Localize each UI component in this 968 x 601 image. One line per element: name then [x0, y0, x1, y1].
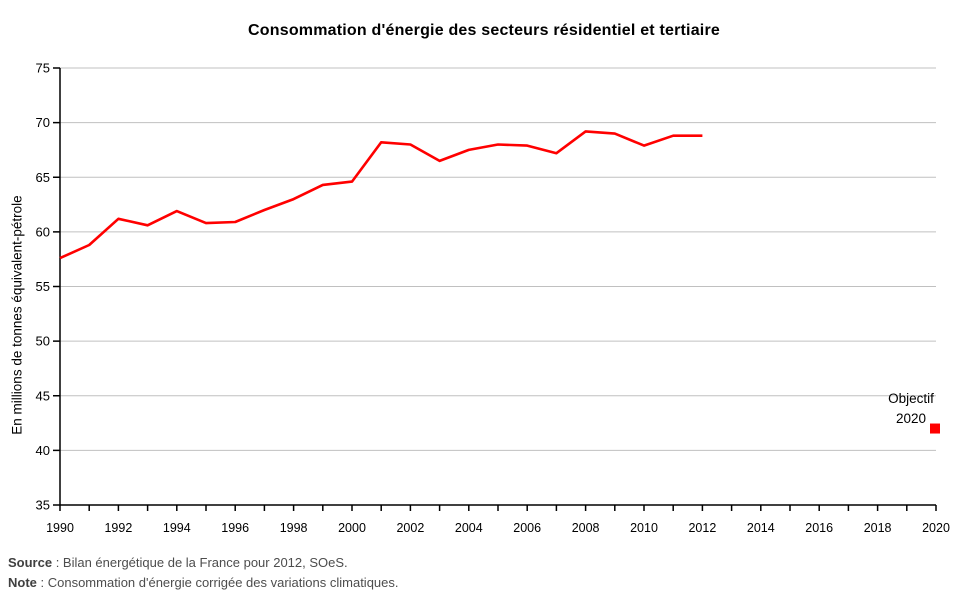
x-tick-label: 1996 — [221, 521, 249, 535]
objective-label-line1: Objectif — [888, 391, 934, 406]
objective-label: Objectif 2020 — [880, 389, 942, 429]
x-tick-label: 2006 — [513, 521, 541, 535]
y-tick-label: 55 — [36, 279, 50, 294]
y-tick-label: 35 — [36, 498, 50, 513]
x-tick-label: 2010 — [630, 521, 658, 535]
source-line: Source : Bilan énergétique de la France … — [8, 553, 399, 573]
y-tick-label: 50 — [36, 334, 50, 349]
y-tick-label: 75 — [36, 61, 50, 76]
y-tick-label: 45 — [36, 388, 50, 403]
source-label: Source — [8, 555, 53, 570]
y-tick-label: 40 — [36, 443, 50, 458]
note-label: Note — [8, 575, 37, 590]
x-tick-label: 2012 — [688, 521, 716, 535]
x-tick-label: 2004 — [455, 521, 483, 535]
footer: Source : Bilan énergétique de la France … — [8, 553, 399, 593]
objective-label-line2: 2020 — [895, 411, 927, 426]
objective-marker — [930, 423, 940, 434]
consumption-line — [59, 130, 703, 260]
x-tick-label: 2018 — [864, 521, 892, 535]
x-tick-label: 1992 — [104, 521, 132, 535]
x-tick-label: 2002 — [396, 521, 424, 535]
y-tick-label: 70 — [36, 115, 50, 130]
x-tick-label: 2020 — [922, 521, 950, 535]
source-text: : Bilan énergétique de la France pour 20… — [52, 555, 348, 570]
note-line: Note : Consommation d'énergie corrigée d… — [8, 573, 399, 593]
x-tick-label: 2016 — [805, 521, 833, 535]
x-tick-label: 2000 — [338, 521, 366, 535]
x-tick-label: 2008 — [572, 521, 600, 535]
x-tick-label: 1990 — [46, 521, 74, 535]
y-tick-label: 65 — [36, 170, 50, 185]
note-text: : Consommation d'énergie corrigée des va… — [36, 575, 399, 590]
x-tick-label: 1998 — [280, 521, 308, 535]
x-tick-label: 2014 — [747, 521, 775, 535]
y-tick-label: 60 — [36, 224, 50, 239]
x-tick-label: 1994 — [163, 521, 191, 535]
chart-title: Consommation d'énergie des secteurs rési… — [248, 22, 720, 39]
